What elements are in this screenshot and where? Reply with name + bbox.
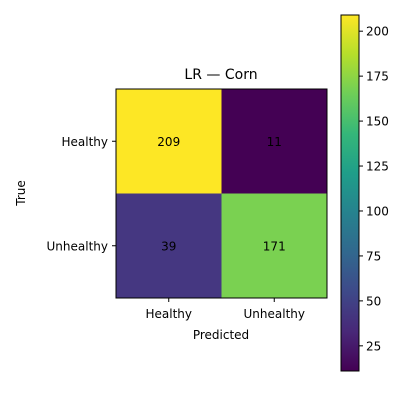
heatmap-cell (116, 89, 222, 194)
heatmap-cells (116, 89, 327, 298)
heatmap-cell (221, 89, 327, 194)
colorbar-tick-label: 200 (366, 25, 389, 39)
y-tick-label: Healthy (61, 135, 108, 149)
colorbar-tick-label: 100 (366, 204, 389, 218)
x-tick-label: Unhealthy (244, 307, 305, 321)
colorbar-tick-label: 50 (366, 294, 381, 308)
x-axis-ticks: Healthy Unhealthy (145, 298, 305, 321)
colorbar-tick-label: 25 (366, 339, 381, 353)
x-tick-label: Healthy (145, 307, 192, 321)
colorbar-tick-label: 125 (366, 160, 389, 174)
colorbar-tick-label: 75 (366, 249, 381, 263)
y-tick-label: Unhealthy (47, 239, 108, 253)
colorbar-tick-label: 175 (366, 70, 389, 84)
colorbar-ticks: 25 50 75 100 125 150 175 200 (359, 25, 389, 353)
colorbar-tick-label: 150 (366, 115, 389, 129)
cell-value-label: 171 (263, 239, 286, 253)
cell-value-label: 11 (267, 135, 282, 149)
plot-frame (115, 88, 328, 299)
cell-value-label: 209 (157, 135, 180, 149)
heatmap-cell (116, 193, 222, 298)
y-axis-ticks: Healthy Unhealthy (47, 135, 116, 253)
heatmap-cell (221, 193, 327, 298)
chart-title: LR — Corn (184, 67, 257, 83)
y-axis-label: True (14, 180, 28, 207)
x-axis-label: Predicted (193, 328, 249, 342)
colorbar (340, 14, 360, 372)
cell-value-label: 39 (161, 239, 176, 253)
cell-annotations: 209 11 39 171 (157, 135, 285, 254)
